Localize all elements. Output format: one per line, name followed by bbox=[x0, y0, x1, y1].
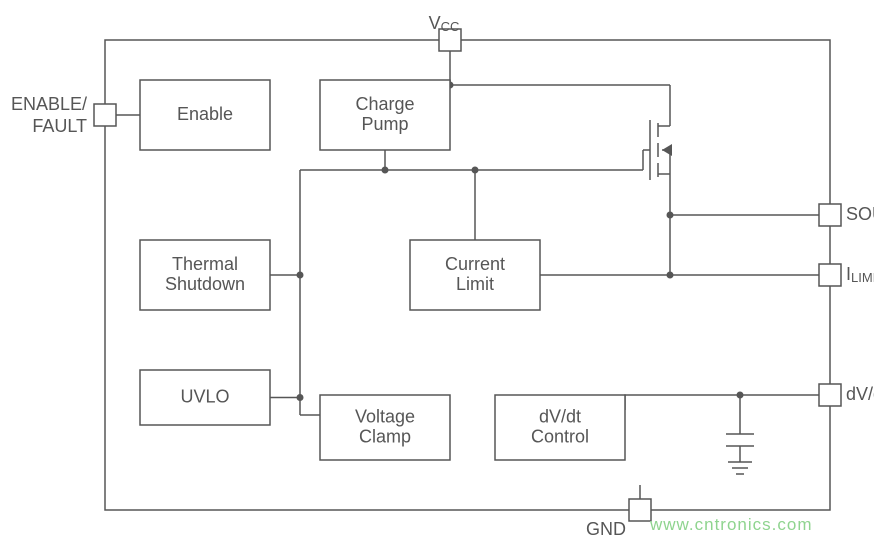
junction-dot bbox=[297, 394, 304, 401]
pad-enable-fault bbox=[94, 104, 116, 126]
label-source: SOURCE bbox=[846, 204, 874, 224]
label-enable-fault-1: ENABLE/ bbox=[11, 94, 87, 114]
block-current_limit: CurrentLimit bbox=[410, 240, 540, 310]
wire-source bbox=[670, 180, 830, 215]
label-vcc: VCC bbox=[429, 13, 460, 34]
label-enable-fault-2: FAULT bbox=[32, 116, 87, 136]
block-uvlo: UVLO bbox=[140, 370, 270, 425]
block-thermal_shutdown-line0: Thermal bbox=[172, 254, 238, 274]
block-dvdt_control-line0: dV/dt bbox=[539, 406, 581, 426]
block-charge_pump-line1: Pump bbox=[361, 114, 408, 134]
block-dvdt_control: dV/dtControl bbox=[495, 395, 625, 460]
junction-dot bbox=[297, 272, 304, 279]
label-dvdt: dV/dt bbox=[846, 384, 874, 404]
junction-dot bbox=[667, 272, 674, 279]
block-voltage_clamp-line0: Voltage bbox=[355, 406, 415, 426]
junction-dot bbox=[382, 167, 389, 174]
watermark: www.cntronics.com bbox=[649, 515, 812, 534]
block-charge_pump-line0: Charge bbox=[355, 94, 414, 114]
junction-dot bbox=[667, 212, 674, 219]
pad-dvdt bbox=[819, 384, 841, 406]
block-enable: Enable bbox=[140, 80, 270, 150]
block-dvdt_control-line1: Control bbox=[531, 426, 589, 446]
block-current_limit-line1: Limit bbox=[456, 274, 494, 294]
mosfet-arrow bbox=[662, 144, 672, 156]
wire-dvdt bbox=[625, 395, 830, 410]
label-gnd: GND bbox=[586, 519, 626, 539]
pad-gnd bbox=[629, 499, 651, 521]
block-charge_pump: ChargePump bbox=[320, 80, 450, 150]
diagram: Enable ChargePump ThermalShutdown CurrentLi… bbox=[0, 0, 874, 546]
block-thermal_shutdown: ThermalShutdown bbox=[140, 240, 270, 310]
block-voltage_clamp-line1: Clamp bbox=[359, 426, 411, 446]
pad-source bbox=[819, 204, 841, 226]
block-voltage_clamp: VoltageClamp bbox=[320, 395, 450, 460]
junction-dot bbox=[472, 167, 479, 174]
block-uvlo-line0: UVLO bbox=[180, 386, 229, 406]
block-thermal_shutdown-line1: Shutdown bbox=[165, 274, 245, 294]
mosfet bbox=[650, 120, 672, 180]
label-ilimit: ILIMIT bbox=[846, 264, 874, 285]
junction-dot bbox=[737, 392, 744, 399]
block-enable-line0: Enable bbox=[177, 104, 233, 124]
pad-ilimit bbox=[819, 264, 841, 286]
block-current_limit-line0: Current bbox=[445, 254, 505, 274]
